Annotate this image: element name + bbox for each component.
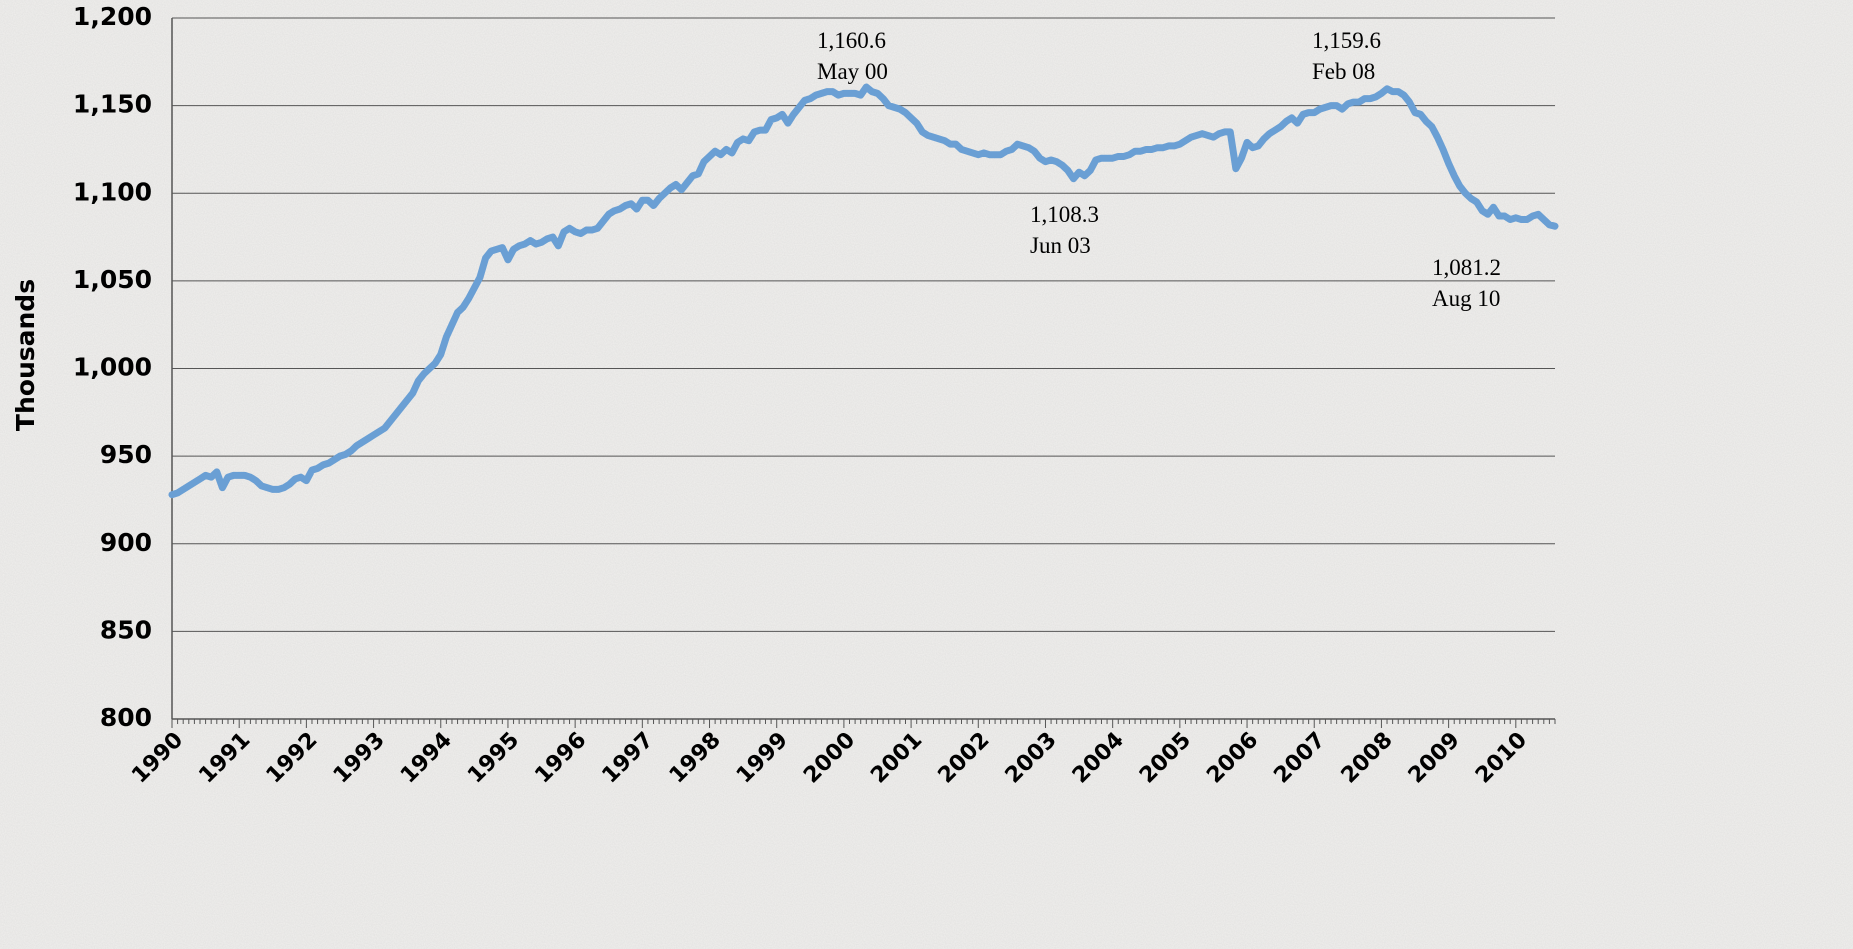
y-tick-label: 800 [100, 703, 152, 732]
annotation: Aug 10 [1432, 286, 1500, 311]
annotation: 1,108.3 [1030, 202, 1099, 227]
annotation: 1,159.6 [1312, 28, 1381, 53]
y-tick-label: 900 [100, 528, 152, 557]
line-series [168, 83, 1559, 499]
y-tick-label: 950 [100, 440, 152, 469]
y-axis-title: Thousands [11, 279, 40, 431]
y-tick-label: 850 [100, 615, 152, 644]
annotation: 1,081.2 [1432, 255, 1501, 280]
y-tick-label: 1,200 [73, 2, 152, 31]
annotation: Jun 03 [1030, 233, 1091, 258]
y-tick-label: 1,050 [73, 265, 152, 294]
annotation: 1,160.6 [817, 28, 886, 53]
y-tick-label: 1,150 [73, 90, 152, 119]
y-tick-label: 1,100 [73, 177, 152, 206]
y-tick-label: 1,000 [73, 353, 152, 382]
annotation: May 00 [817, 59, 888, 84]
annotation: Feb 08 [1312, 59, 1375, 84]
